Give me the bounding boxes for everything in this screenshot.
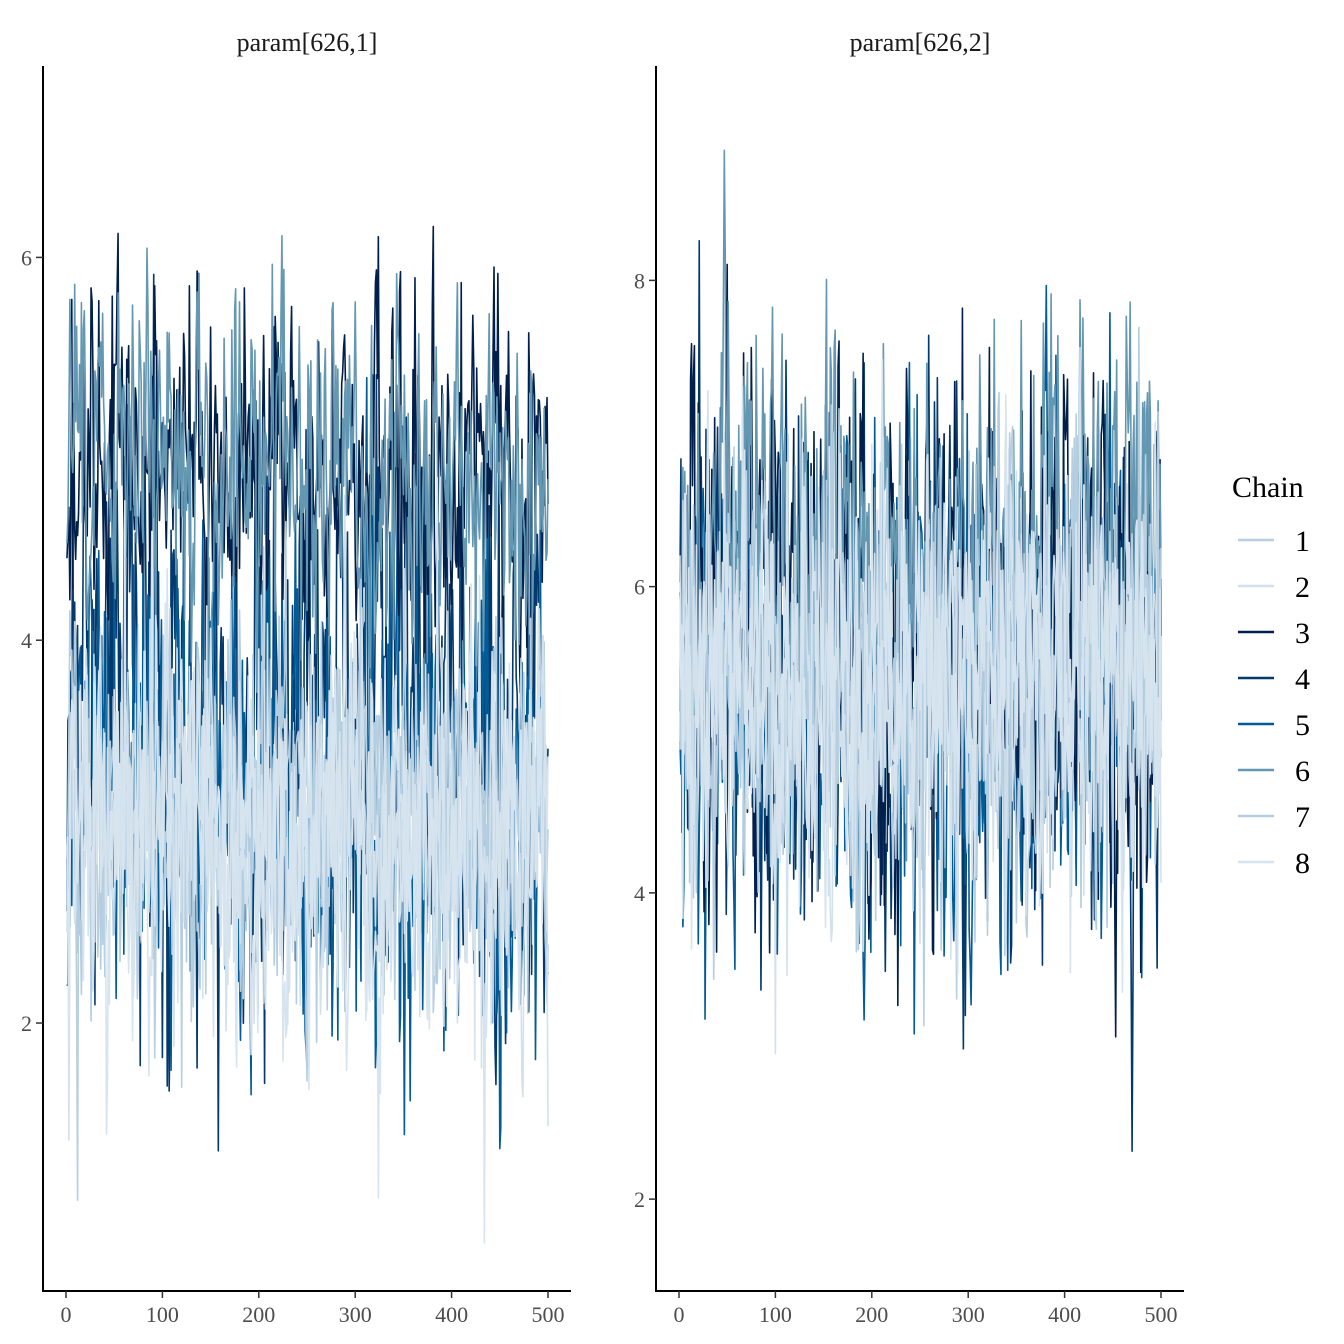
legend-label: 2 [1295, 571, 1310, 604]
legend-label: 4 [1295, 663, 1310, 696]
legend-title: Chain [1232, 471, 1304, 504]
trace-chain-2 [66, 494, 549, 1141]
y-tick-label: 8 [634, 268, 645, 293]
legend-item-8: 8 [1238, 847, 1310, 880]
x-tick-label: 500 [532, 1302, 565, 1327]
legend-item-4: 4 [1238, 663, 1310, 696]
x-tick-label: 300 [952, 1302, 985, 1327]
legend-label: 5 [1295, 709, 1310, 742]
legend-label: 3 [1295, 617, 1310, 650]
legend-item-2: 2 [1238, 571, 1310, 604]
x-tick-label: 100 [146, 1302, 179, 1327]
x-tick-label: 400 [1048, 1302, 1081, 1327]
legend-label: 6 [1295, 755, 1310, 788]
panel-title: param[626,2] [850, 28, 991, 57]
x-tick-label: 0 [674, 1302, 685, 1327]
legend-label: 8 [1295, 847, 1310, 880]
chain-legend: Chain 1 2 3 4 5 6 7 8 [1232, 471, 1310, 880]
x-tick-label: 200 [242, 1302, 275, 1327]
x-tick-label: 400 [435, 1302, 468, 1327]
x-tick-label: 0 [61, 1302, 72, 1327]
x-tick-label: 100 [759, 1302, 792, 1327]
x-tick-label: 300 [339, 1302, 372, 1327]
legend-item-5: 5 [1238, 709, 1310, 742]
y-tick-label: 4 [634, 881, 645, 906]
y-tick-label: 6 [21, 245, 32, 270]
trace-chain-6 [66, 235, 549, 758]
y-tick-label: 2 [634, 1187, 645, 1212]
legend-item-7: 7 [1238, 801, 1310, 834]
panel-title: param[626,1] [237, 28, 378, 57]
legend-item-6: 6 [1238, 755, 1310, 788]
legend-item-3: 3 [1238, 617, 1310, 650]
x-tick-label: 200 [855, 1302, 888, 1327]
panel-param-626-2: param[626,2] 0 100 200 300 400 500 2 4 6 8 [634, 28, 1184, 1327]
y-tick-label: 6 [634, 575, 645, 600]
trace-chain-8 [679, 358, 1162, 993]
trace-chain-2 [679, 346, 1162, 1055]
legend-label: 1 [1295, 525, 1310, 558]
panel-param-626-1: param[626,1] 0 100 200 300 400 500 2 4 6 [21, 28, 571, 1327]
legend-label: 7 [1295, 801, 1310, 834]
y-tick-label: 2 [21, 1011, 32, 1036]
trace-chain-8 [66, 476, 549, 1244]
x-tick-label: 500 [1145, 1302, 1178, 1327]
y-tick-label: 4 [21, 628, 32, 653]
legend-item-1: 1 [1238, 525, 1310, 558]
